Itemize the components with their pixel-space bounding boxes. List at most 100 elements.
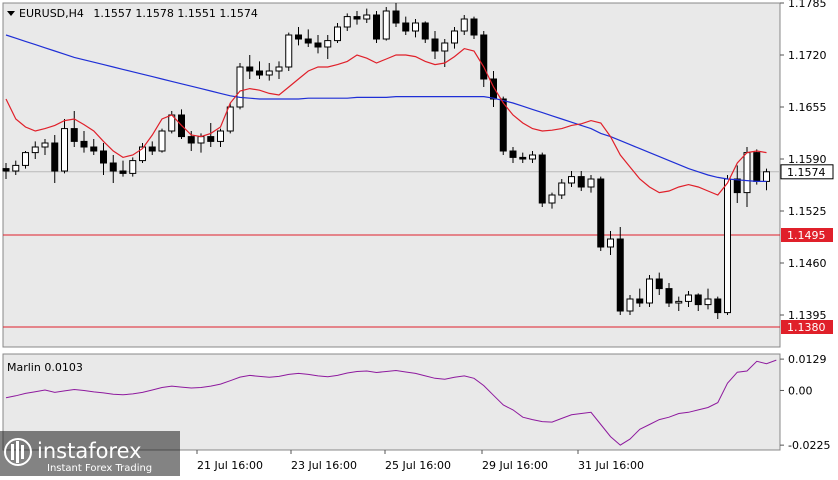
candle (51, 135, 59, 183)
candle-body (236, 66, 244, 108)
candle (597, 176, 605, 251)
symbol-label: EURUSD,H4 (19, 7, 84, 20)
candle-body (421, 22, 429, 40)
candle (363, 8, 371, 23)
candle (587, 175, 595, 193)
candle-body (285, 34, 293, 68)
candle-body (402, 22, 410, 32)
horizontal-levels: 1.1495 1.1380 1.1574 (3, 164, 834, 334)
candle (694, 293, 702, 311)
candle-body (704, 298, 712, 306)
candle (421, 21, 429, 43)
candle (373, 11, 380, 43)
candle (80, 131, 88, 153)
collapse-triangle-icon[interactable] (7, 11, 15, 16)
candle (558, 179, 566, 199)
candle (343, 13, 351, 31)
candle-body (558, 182, 566, 196)
slow-ma-line (5, 34, 767, 182)
candle (12, 160, 20, 175)
candle (382, 7, 390, 41)
level-price-tag (781, 320, 833, 334)
marlin-line (5, 359, 777, 446)
candle (314, 35, 322, 54)
y-tick-label: 1.1525 (788, 205, 827, 218)
candle-body (334, 26, 341, 42)
candle (129, 157, 137, 177)
candle (753, 149, 761, 185)
candle-body (577, 176, 585, 188)
candle (665, 283, 673, 307)
candle (353, 11, 361, 25)
candle-body (499, 98, 507, 152)
candle (636, 288, 644, 307)
candle (109, 155, 117, 183)
candle-body (753, 152, 761, 182)
candle-body (158, 130, 166, 152)
chart-header: EURUSD,H4 1.1557 1.1578 1.1551 1.1574 (7, 7, 258, 20)
candle (304, 29, 312, 47)
candle (431, 31, 439, 59)
candle-body (763, 171, 770, 182)
candle (275, 61, 283, 79)
candle-body (207, 136, 215, 142)
candle-body (743, 152, 751, 194)
candle-body (490, 78, 497, 100)
price-panel[interactable] (2, 2, 781, 348)
watermark-brand: instaforex (37, 439, 142, 463)
candle (265, 63, 273, 81)
level-price-label: 1.1495 (787, 229, 826, 242)
y-tick-label: 1.1590 (788, 153, 827, 166)
candle (207, 123, 215, 147)
time-axis: 21 Jul 16:00 23 Jul 16:00 25 Jul 16:00 29 J… (196, 450, 644, 472)
candle-body (685, 294, 692, 302)
candle (519, 152, 527, 163)
candle-body (12, 164, 20, 172)
candle-body (568, 176, 575, 184)
candle-body (363, 14, 371, 20)
candle (217, 128, 224, 147)
fast-ma-line (5, 47, 767, 196)
x-tick-label: 23 Jul 16:00 (291, 459, 357, 472)
candle-body (353, 16, 361, 20)
candle-body (41, 142, 49, 148)
candle-body (129, 160, 137, 174)
candle-body (256, 70, 263, 76)
y-tick-label: 1.1460 (788, 257, 827, 270)
y-tick-label: 1.1395 (788, 309, 827, 322)
candle (451, 27, 458, 49)
candle (646, 275, 653, 307)
candle-body (626, 298, 634, 312)
x-tick-label: 21 Jul 16:00 (197, 459, 263, 472)
y-tick-label: 1.1785 (788, 0, 827, 10)
candle (61, 119, 68, 174)
candle-body (80, 140, 88, 148)
candle-body (714, 298, 722, 314)
candle (509, 147, 517, 163)
candle (256, 61, 263, 79)
candle-body (675, 300, 683, 304)
candle (22, 151, 29, 169)
level-price-tag (781, 228, 833, 242)
candle (139, 143, 146, 163)
candle (158, 128, 166, 153)
instaforex-logo-icon (4, 438, 32, 466)
x-tick-label: 29 Jul 16:00 (482, 459, 548, 472)
level-price-label: 1.1380 (787, 321, 826, 334)
candle (41, 139, 49, 155)
candle (714, 296, 722, 319)
candle-body (470, 18, 478, 36)
candle (490, 71, 497, 107)
candle (548, 192, 556, 209)
candle-body (724, 178, 731, 314)
candle (626, 295, 634, 315)
price-axis: 1.1785 1.1720 1.1655 1.1590 1.1525 1.1460 1.13… (780, 0, 827, 322)
candle (470, 16, 478, 39)
current-price-tag (780, 164, 834, 180)
candle-body (343, 16, 351, 28)
current-price-label: 1.1574 (787, 166, 826, 179)
candle-body (226, 106, 234, 132)
candle (616, 227, 624, 315)
candle (70, 111, 78, 147)
candle (577, 171, 585, 191)
